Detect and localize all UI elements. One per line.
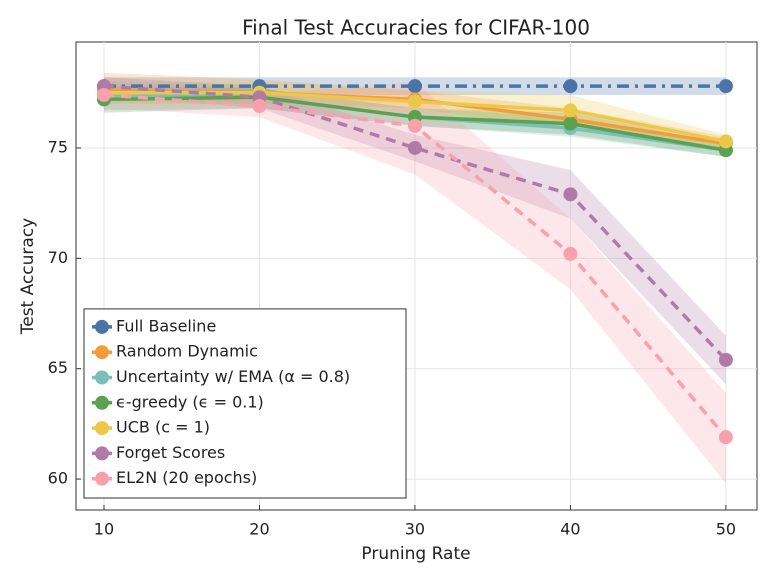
data-point [563, 79, 578, 94]
data-point [563, 116, 578, 131]
legend-label: Full Baseline [116, 316, 216, 335]
legend-marker [95, 345, 109, 360]
chart-title: Final Test Accuracies for CIFAR-100 [242, 16, 590, 40]
legend-marker [95, 370, 109, 385]
legend-marker [95, 395, 109, 410]
data-point [718, 352, 733, 367]
data-point [718, 79, 733, 94]
data-point [563, 187, 578, 202]
data-point [407, 118, 422, 133]
data-point [252, 99, 267, 114]
data-point [563, 246, 578, 261]
x-tick-label: 50 [716, 520, 736, 539]
x-tick-label: 40 [560, 520, 580, 539]
data-point [96, 87, 111, 102]
legend-label: Forget Scores [116, 443, 225, 462]
legend-label: Random Dynamic [116, 342, 258, 361]
legend-marker [95, 319, 109, 334]
confidence-band [103, 81, 726, 484]
data-point [718, 430, 733, 445]
legend-marker [95, 446, 109, 461]
x-axis-label: Pruning Rate [361, 544, 470, 564]
legend-label: EL2N (20 epochs) [116, 468, 257, 487]
y-tick-label: 65 [48, 358, 68, 377]
x-tick-label: 10 [94, 520, 114, 539]
legend-label: ϵ-greedy (ϵ = 0.1) [116, 392, 264, 411]
data-point [563, 103, 578, 118]
legend-box [83, 308, 407, 499]
legend-marker [95, 471, 109, 486]
x-tick-label: 30 [405, 520, 425, 539]
y-tick-label: 75 [48, 137, 68, 156]
legend-marker [95, 421, 109, 436]
legend-label: Uncertainty w/ EMA (α = 0.8) [116, 367, 350, 386]
y-axis-label: Test Accuracy [18, 218, 38, 336]
y-tick-label: 70 [48, 248, 68, 267]
data-point [718, 134, 733, 149]
series-line [103, 84, 728, 362]
legend-label: UCB (c = 1) [116, 418, 210, 437]
data-point [407, 140, 422, 155]
data-point [407, 94, 422, 109]
x-tick-label: 20 [249, 520, 269, 539]
data-point [407, 79, 422, 94]
confidence-band [103, 77, 726, 385]
y-tick-label: 60 [48, 469, 68, 488]
